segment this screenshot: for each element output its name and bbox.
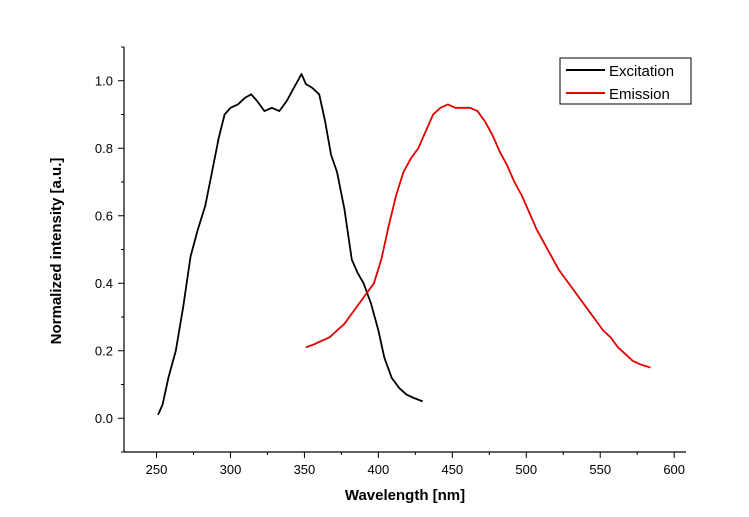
y-tick-label: 0.6 xyxy=(95,208,113,223)
legend: Excitation Emission xyxy=(559,57,692,105)
legend-label-excitation: Excitation xyxy=(609,63,674,80)
series-line-emission xyxy=(305,103,651,369)
series-line-excitation xyxy=(157,73,424,416)
y-tick-label: 1.0 xyxy=(95,73,113,88)
x-tick-label: 300 xyxy=(220,462,242,477)
y-tick-label: 0.0 xyxy=(95,411,113,426)
plot-frame xyxy=(123,47,686,453)
x-tick-label: 500 xyxy=(515,462,537,477)
y-axis-ticks: 0.0 0.2 0.4 0.6 0.8 1.0 xyxy=(95,46,124,453)
y-tick-label: 0.2 xyxy=(95,343,113,358)
x-axis-title: Wavelength [nm] xyxy=(345,487,465,504)
y-axis-title: Normalized intensity [a.u.] xyxy=(48,158,65,345)
legend-label-emission: Emission xyxy=(609,86,670,103)
legend-box xyxy=(559,57,692,105)
x-tick-label: 350 xyxy=(294,462,316,477)
y-tick-label: 0.8 xyxy=(95,141,113,156)
x-tick-label: 450 xyxy=(441,462,463,477)
series-layer xyxy=(157,73,651,416)
x-tick-label: 600 xyxy=(663,462,685,477)
x-tick-label: 400 xyxy=(368,462,390,477)
x-axis-ticks: 250 300 350 400 450 500 550 600 xyxy=(146,452,685,477)
x-tick-label: 250 xyxy=(146,462,168,477)
y-tick-label: 0.4 xyxy=(95,276,113,291)
x-tick-label: 550 xyxy=(589,462,611,477)
